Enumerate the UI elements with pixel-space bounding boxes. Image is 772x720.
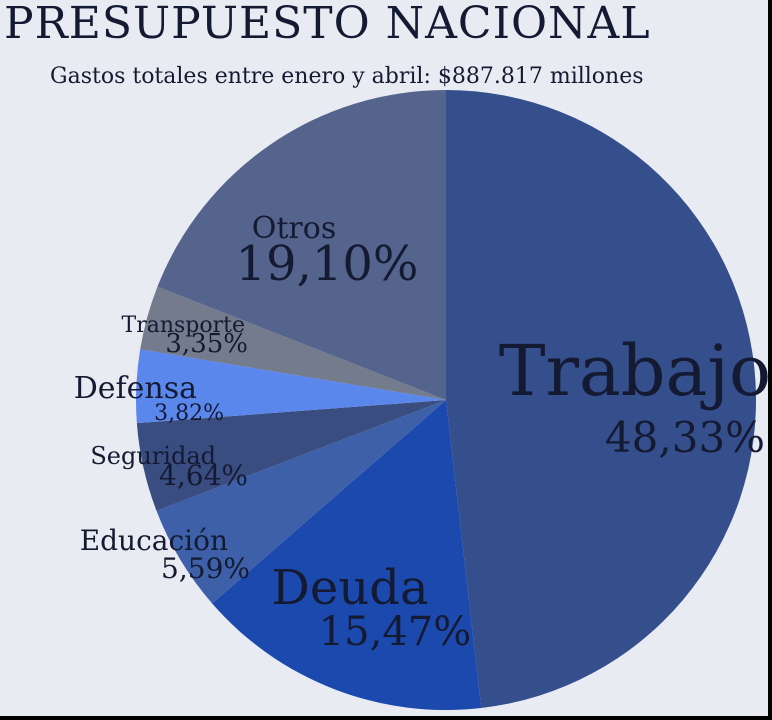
slice-label-trabajo: Trabajo (499, 330, 768, 412)
chart-subtitle: Gastos totales entre enero y abril: $887… (50, 64, 644, 89)
pie-slice-otros (157, 90, 446, 400)
pie-slice-transporte (140, 286, 446, 400)
slice-value-deuda: 15,47% (319, 609, 472, 655)
slice-label-defensa: Defensa (74, 371, 197, 406)
slice-value-seguridad: 4,64% (159, 459, 248, 492)
slice-label-otros: Otros (252, 211, 336, 246)
slice-label-deuda: Deuda (271, 560, 428, 616)
pie-slice-defensa (136, 349, 447, 424)
slice-value-transporte: 3,35% (165, 329, 248, 359)
pie-slice-educacion (156, 400, 447, 604)
slice-value-educacion: 5,59% (161, 552, 250, 585)
slice-label-educacion: Educación (80, 524, 228, 557)
slice-value-trabajo: 48,33% (605, 413, 765, 462)
pie-slice-trabajo (446, 89, 757, 708)
pie-slice-seguridad (136, 400, 446, 511)
pie-slice-deuda (212, 400, 482, 711)
slice-value-otros: 19,10% (235, 236, 418, 292)
slice-label-transporte: Transporte (122, 313, 245, 338)
chart-title: PRESUPUESTO NACIONAL (4, 0, 651, 49)
slice-label-seguridad: Seguridad (90, 442, 216, 470)
slice-value-defensa: 3,82% (154, 401, 224, 426)
